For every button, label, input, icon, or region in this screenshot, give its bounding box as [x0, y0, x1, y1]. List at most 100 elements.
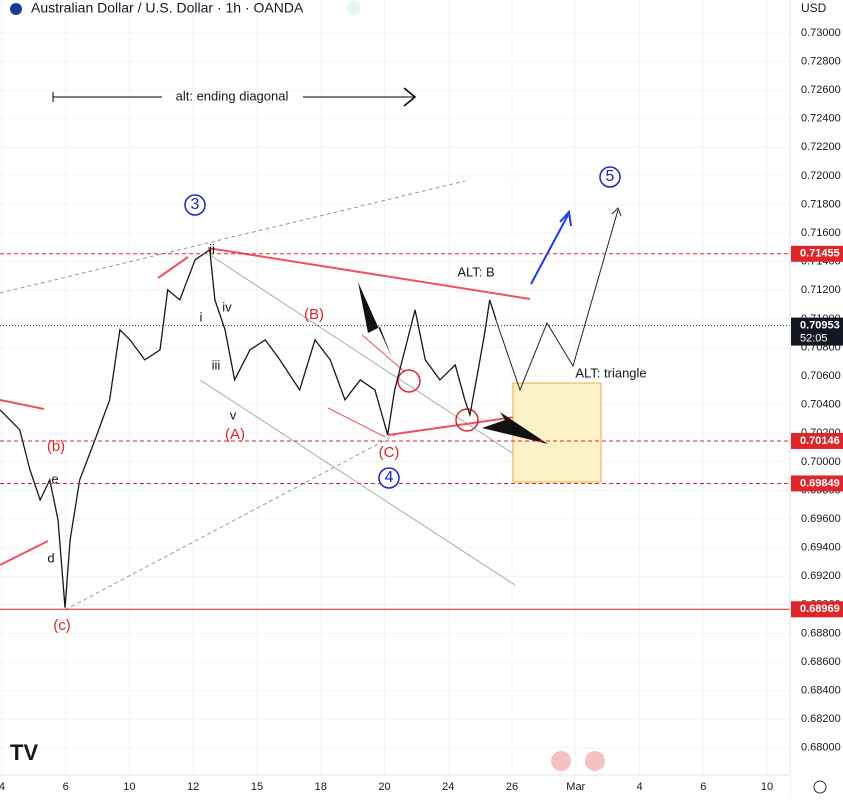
x-tick-label: 4 [636, 781, 642, 793]
x-tick-label: 20 [378, 781, 390, 793]
level-label: 0.70146 [800, 435, 840, 447]
y-tick-label: 0.72800 [801, 55, 841, 67]
countdown: 52:05 [800, 332, 828, 344]
y-tick-label: 0.71200 [801, 284, 841, 296]
level-label: 0.68969 [800, 603, 840, 615]
marker-line [0, 540, 49, 566]
level-tag [791, 432, 843, 449]
level-label: 0.71455 [800, 248, 840, 260]
arrow-head [611, 207, 622, 217]
annotation: ALT: triangle [575, 365, 646, 380]
y-tick-label: 0.68200 [801, 713, 841, 725]
status-icon [347, 1, 361, 15]
y-tick-label: 0.70400 [801, 399, 841, 411]
annotation: i [200, 309, 203, 324]
price-line [0, 248, 497, 608]
annotation: alt: ending diagonal [176, 88, 289, 103]
marker-line [361, 334, 406, 373]
channel-line [199, 379, 516, 586]
level-tag [791, 245, 843, 262]
y-tick-label: 0.72600 [801, 84, 841, 96]
x-tick-label: 12 [187, 781, 199, 793]
price-axis [790, 0, 843, 797]
y-tick-label: 0.72200 [801, 141, 841, 153]
pointer-arrow [358, 282, 392, 358]
drawings [0, 87, 622, 611]
y-tick-label: 0.70000 [801, 456, 841, 468]
channel-line [209, 254, 516, 456]
y-tick-label: 0.69600 [801, 513, 841, 525]
level-label: 0.69849 [800, 477, 840, 489]
wave-circle [184, 194, 206, 216]
y-tick-label: 0.73000 [801, 27, 841, 39]
annotation: d [47, 550, 54, 565]
logo: TV [10, 740, 38, 765]
wave-circle [378, 467, 400, 489]
x-tick-label: 18 [315, 781, 327, 793]
x-tick-label: 6 [700, 781, 706, 793]
y-tick-label: 0.68800 [801, 627, 841, 639]
annotation: 5 [606, 168, 615, 185]
wave-circle [599, 166, 621, 188]
y-tick-label: 0.69400 [801, 542, 841, 554]
annotation: ii [209, 241, 215, 256]
x-tick-label: 10 [761, 781, 773, 793]
x-tick-label: 15 [251, 781, 263, 793]
projection [530, 214, 569, 285]
x-tick-label: Mar [566, 781, 585, 793]
x-tick-label: 6 [63, 781, 69, 793]
settings-icon[interactable] [813, 780, 827, 794]
last-price-label: 0.70953 [800, 319, 840, 331]
x-tick-label: 4 [0, 781, 5, 793]
y-tick-label: 0.68600 [801, 656, 841, 668]
time-axis [0, 775, 790, 797]
last-price-tag [791, 317, 843, 346]
y-tick-label: 0.68400 [801, 685, 841, 697]
annotation: (b) [47, 438, 65, 455]
marker-line [327, 407, 386, 438]
annotation: iv [222, 299, 232, 314]
annotation: v [230, 407, 237, 422]
annotation: 3 [191, 196, 200, 213]
annotation: (C) [379, 444, 400, 461]
y-tick-label: 0.70600 [801, 370, 841, 382]
x-tick-label: 10 [123, 781, 135, 793]
arrow-head [559, 209, 572, 227]
annotation: (c) [53, 617, 71, 634]
arrow-head [403, 87, 417, 107]
plot-area: alt: ending diagonal 3 5 4 ALT: B (B) ALT: tri… [0, 88, 790, 634]
annotation: iii [212, 357, 221, 372]
trend-line [0, 180, 466, 294]
event-icon [551, 751, 571, 771]
y-tick-label: 0.72400 [801, 113, 841, 125]
triangle-line [207, 247, 531, 300]
marker-line [0, 399, 45, 410]
y-tick-label: 0.69200 [801, 570, 841, 582]
axes: 0.680000.682000.684000.686000.688000.690… [0, 27, 843, 793]
annotation: e [51, 471, 58, 486]
level-tag [791, 475, 843, 492]
marker-line [157, 256, 189, 279]
event-icon [585, 751, 605, 771]
chart-title: Australian Dollar / U.S. Dollar · 1h · O… [31, 0, 304, 16]
flag-icon [10, 3, 22, 15]
circle [455, 408, 479, 432]
projection [495, 209, 619, 392]
x-tick-label: 24 [442, 781, 454, 793]
trend-line [64, 434, 396, 611]
y-tick-label: 0.72000 [801, 170, 841, 182]
y-tick-label: 0.68000 [801, 742, 841, 754]
annotation: ALT: B [457, 264, 494, 279]
y-tick-label: 0.71600 [801, 227, 841, 239]
y-tick-label: 0.71800 [801, 198, 841, 210]
currency: USD [801, 1, 827, 15]
level-tag [791, 601, 843, 618]
circle [397, 369, 421, 393]
x-tick-label: 26 [506, 781, 518, 793]
annotation: (B) [304, 306, 324, 323]
pointer-arrow [482, 412, 548, 444]
annotation: (A) [225, 426, 245, 443]
annotation: 4 [385, 469, 394, 486]
